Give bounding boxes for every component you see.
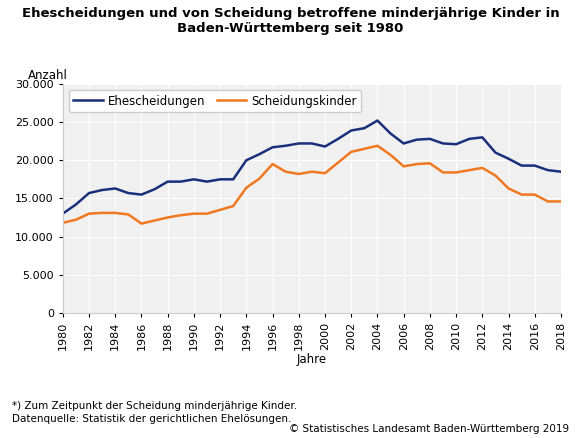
Scheidungskinder [243, 185, 250, 191]
Scheidungskinder [59, 220, 66, 226]
X-axis label: Jahre: Jahre [297, 353, 327, 366]
Text: Ehescheidungen und von Scheidung betroffene minderjährige Kinder in
Baden-Württe: Ehescheidungen und von Scheidung betroff… [21, 7, 560, 35]
Scheidungskinder [295, 171, 302, 177]
Ehescheidungen [505, 156, 512, 161]
Scheidungskinder [505, 186, 512, 191]
Ehescheidungen [544, 168, 551, 173]
Scheidungskinder [203, 211, 210, 216]
Ehescheidungen [492, 150, 499, 155]
Scheidungskinder [256, 176, 263, 181]
Scheidungskinder [309, 169, 315, 174]
Text: *) Zum Zeitpunkt der Scheidung minderjährige Kinder.: *) Zum Zeitpunkt der Scheidung minderjäh… [12, 401, 297, 411]
Ehescheidungen [413, 137, 420, 142]
Ehescheidungen [256, 152, 263, 157]
Scheidungskinder [229, 203, 236, 208]
Ehescheidungen [125, 191, 132, 196]
Scheidungskinder [453, 170, 460, 175]
Ehescheidungen [243, 158, 250, 163]
Scheidungskinder [466, 168, 473, 173]
Text: Anzahl: Anzahl [28, 69, 68, 81]
Scheidungskinder [413, 162, 420, 167]
Scheidungskinder [138, 221, 145, 226]
Ehescheidungen [73, 202, 80, 207]
Scheidungskinder [531, 192, 538, 197]
Scheidungskinder [191, 211, 198, 216]
Ehescheidungen [191, 177, 198, 182]
Ehescheidungen [309, 141, 315, 146]
Scheidungskinder [112, 210, 119, 215]
Scheidungskinder [335, 160, 342, 165]
Scheidungskinder [217, 207, 224, 212]
Scheidungskinder [151, 218, 158, 223]
Scheidungskinder [321, 170, 328, 176]
Scheidungskinder [85, 211, 92, 216]
Ehescheidungen [518, 163, 525, 168]
Ehescheidungen [439, 141, 446, 146]
Line: Scheidungskinder: Scheidungskinder [63, 146, 561, 223]
Scheidungskinder [282, 169, 289, 174]
Scheidungskinder [73, 217, 80, 223]
Ehescheidungen [335, 136, 342, 141]
Scheidungskinder [348, 149, 355, 155]
Legend: Ehescheidungen, Scheidungskinder: Ehescheidungen, Scheidungskinder [69, 90, 361, 112]
Ehescheidungen [99, 187, 106, 193]
Ehescheidungen [361, 126, 368, 131]
Scheidungskinder [558, 199, 565, 204]
Ehescheidungen [387, 131, 394, 136]
Ehescheidungen [269, 145, 276, 150]
Ehescheidungen [217, 177, 224, 182]
Scheidungskinder [269, 162, 276, 167]
Scheidungskinder [426, 161, 433, 166]
Ehescheidungen [295, 141, 302, 146]
Scheidungskinder [361, 146, 368, 152]
Line: Ehescheidungen: Ehescheidungen [63, 120, 561, 214]
Ehescheidungen [453, 141, 460, 147]
Scheidungskinder [99, 210, 106, 215]
Ehescheidungen [177, 179, 184, 184]
Scheidungskinder [387, 152, 394, 158]
Ehescheidungen [282, 143, 289, 148]
Ehescheidungen [321, 144, 328, 149]
Ehescheidungen [229, 177, 236, 182]
Scheidungskinder [544, 199, 551, 204]
Ehescheidungen [85, 191, 92, 196]
Ehescheidungen [203, 179, 210, 184]
Text: Datenquelle: Statistik der gerichtlichen Ehelösungen.: Datenquelle: Statistik der gerichtlichen… [12, 414, 291, 424]
Ehescheidungen [374, 118, 381, 123]
Scheidungskinder [479, 165, 486, 170]
Ehescheidungen [466, 136, 473, 141]
Scheidungskinder [439, 170, 446, 175]
Scheidungskinder [492, 173, 499, 178]
Ehescheidungen [400, 141, 407, 146]
Scheidungskinder [125, 212, 132, 217]
Scheidungskinder [164, 215, 171, 220]
Ehescheidungen [426, 136, 433, 141]
Scheidungskinder [400, 164, 407, 169]
Ehescheidungen [112, 186, 119, 191]
Scheidungskinder [518, 192, 525, 197]
Scheidungskinder [374, 143, 381, 148]
Ehescheidungen [531, 163, 538, 168]
Text: © Statistisches Landesamt Baden-Württemberg 2019: © Statistisches Landesamt Baden-Württemb… [289, 424, 569, 434]
Ehescheidungen [348, 128, 355, 133]
Ehescheidungen [558, 169, 565, 174]
Ehescheidungen [479, 135, 486, 140]
Ehescheidungen [164, 179, 171, 184]
Ehescheidungen [151, 187, 158, 192]
Ehescheidungen [59, 211, 66, 216]
Scheidungskinder [177, 212, 184, 218]
Ehescheidungen [138, 192, 145, 197]
